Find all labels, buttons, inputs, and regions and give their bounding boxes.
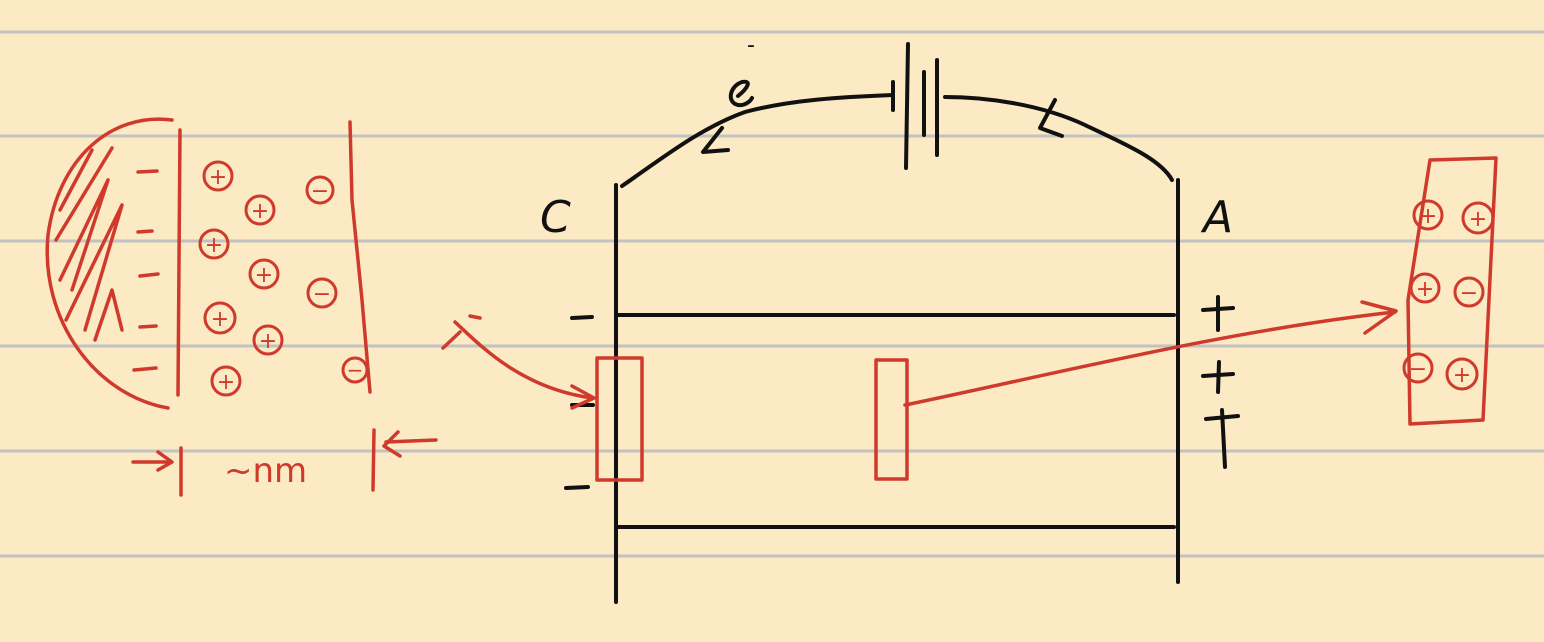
length-scale-label: ~nm [224, 451, 307, 491]
ion [1402, 352, 1434, 384]
electron-glyph [728, 79, 754, 108]
ion-sign: − [313, 282, 331, 307]
hatch-line [58, 148, 94, 212]
electrode-surface-line [176, 128, 182, 397]
ion [1412, 199, 1444, 231]
ion-sign: + [205, 233, 223, 258]
double-layer-boundary [348, 120, 372, 394]
negative-charge [564, 485, 590, 490]
zoom-arrow-left-tail [468, 314, 482, 320]
ruled-lines [0, 30, 1544, 558]
surface-negative-charge [138, 324, 158, 329]
ion [248, 258, 280, 290]
scale-arrow-left-head [156, 450, 174, 472]
ion [1445, 357, 1479, 391]
positive-charge [1216, 360, 1221, 394]
ion [341, 356, 369, 384]
ion [306, 277, 338, 309]
scale-arrow-right-head [382, 430, 402, 458]
ion [1461, 201, 1495, 235]
electrode-particle-outline [45, 117, 174, 410]
electron-charge-label: - [747, 33, 755, 58]
anode-label: A [1200, 192, 1233, 243]
ion [252, 324, 284, 356]
ion [1409, 272, 1441, 304]
scale-arrow-right [384, 438, 438, 444]
ion-sign: + [251, 199, 269, 224]
ion-sign: − [1409, 357, 1427, 382]
positive-charge [1220, 408, 1227, 469]
bulk-ion-signs: + + + − − + [1409, 204, 1487, 388]
ion [305, 175, 335, 205]
ion [202, 160, 234, 192]
zoom-arrow-right-head [1360, 300, 1398, 335]
bulk-ions [1402, 199, 1495, 391]
anode-surface-charges [1201, 295, 1240, 469]
ion [244, 194, 276, 226]
surface-negative-charge [138, 272, 160, 278]
scale-bar-right [371, 428, 376, 492]
ion-sign: + [1416, 277, 1434, 302]
zoom-arrow-right [903, 310, 1397, 407]
battery-plate-long [904, 42, 910, 170]
ion-sign: + [1469, 207, 1487, 232]
electron-flow-arrow [1038, 98, 1064, 138]
ion-sign: + [217, 370, 235, 395]
surface-negative-charge [132, 366, 158, 372]
hatch-line [54, 146, 114, 242]
surface-negative-charge [136, 229, 154, 234]
ion-sign: + [1419, 204, 1437, 229]
zoom-arrow-left-head [570, 384, 596, 410]
bulk-zoom-box [1406, 156, 1498, 426]
electron-flow-arrow [701, 126, 730, 154]
double-layer-ion-signs: + + − + + − + + + − [205, 165, 364, 395]
ion-sign: + [1453, 363, 1471, 388]
ion-sign: − [1460, 281, 1478, 306]
ion [210, 365, 242, 397]
hatch-line [58, 178, 110, 292]
ion-sign: − [311, 179, 329, 204]
negative-charge [570, 315, 594, 320]
zoom-arrow-left-tail [441, 330, 462, 350]
cell [614, 42, 1180, 604]
annotations [45, 117, 1498, 497]
double-layer-highlight-box [595, 356, 644, 482]
zoom-arrow-left [453, 320, 594, 400]
ion-sign: − [347, 358, 364, 382]
bulk-highlight-box [874, 358, 909, 481]
ion [1453, 276, 1485, 308]
ion [198, 228, 230, 260]
surface-negative-charge [136, 169, 159, 174]
cathode-label: C [540, 192, 571, 243]
ion [203, 301, 237, 335]
ion-sign: + [211, 307, 229, 332]
hatch-line [64, 203, 124, 332]
external-wire-right [943, 95, 1174, 182]
hatch-line [93, 288, 124, 342]
ion-sign: + [209, 165, 227, 190]
cathode-surface-charges [564, 315, 595, 490]
ion-sign: + [255, 263, 273, 288]
ion-sign: + [259, 329, 277, 354]
external-wire-left [620, 93, 895, 188]
double-layer-ions [198, 160, 369, 397]
